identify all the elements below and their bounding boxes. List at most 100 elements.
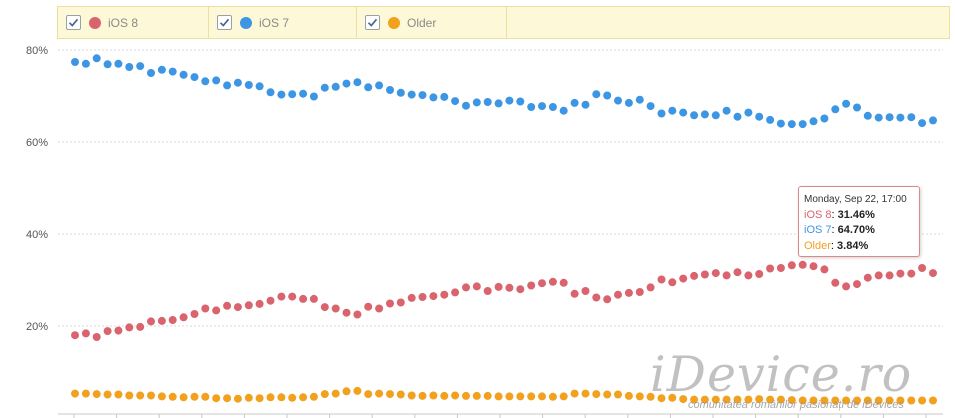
data-point <box>81 389 90 398</box>
data-point <box>603 91 612 100</box>
legend-bar: iOS 8 iOS 7 Older <box>57 6 950 39</box>
y-tick-label: 80% <box>26 45 48 57</box>
data-point <box>212 306 221 315</box>
data-point <box>147 69 155 77</box>
data-point <box>711 269 720 278</box>
data-point <box>831 105 840 114</box>
data-point <box>440 290 449 299</box>
data-point <box>918 264 927 272</box>
ios7-color-dot <box>240 16 252 29</box>
data-point <box>570 98 579 107</box>
data-point <box>853 396 861 405</box>
data-point <box>624 288 633 297</box>
data-point <box>331 304 340 313</box>
data-point <box>907 269 916 278</box>
y-tick-label: 40% <box>26 229 48 241</box>
data-point <box>244 81 253 89</box>
tooltip-row-ios7: iOS 7: 64.70% <box>804 224 875 236</box>
data-point <box>505 283 514 292</box>
data-point <box>874 271 883 280</box>
data-point <box>244 393 253 402</box>
data-point <box>690 111 699 120</box>
data-point <box>103 327 112 336</box>
data-point <box>766 395 775 404</box>
data-point <box>548 277 557 286</box>
watermark-logo: iDevice.ro <box>650 346 913 403</box>
data-point <box>299 294 308 303</box>
data-point <box>255 82 264 91</box>
data-point <box>386 390 394 399</box>
data-point <box>288 393 297 402</box>
data-point <box>288 90 297 99</box>
data-point <box>842 396 851 405</box>
data-point <box>668 106 677 115</box>
data-point <box>787 120 796 129</box>
tooltip-row-ios8: iOS 8: 31.46% <box>804 208 875 221</box>
data-point <box>114 326 123 335</box>
data-point <box>71 58 79 66</box>
checkmark-icon <box>68 18 79 27</box>
data-point <box>190 310 199 318</box>
data-point <box>342 308 351 317</box>
data-point <box>309 392 318 401</box>
data-point <box>92 333 101 341</box>
data-point <box>722 395 731 404</box>
data-point <box>516 285 525 294</box>
tooltip-row-older: Older: 3.84% <box>804 239 869 252</box>
data-point <box>462 283 470 292</box>
data-point <box>755 112 764 121</box>
legend-label-ios7: iOS 7 <box>259 15 290 30</box>
data-point <box>136 391 145 400</box>
data-point <box>353 386 362 395</box>
tooltip-title: Monday, Sep 22, 17:00 <box>804 194 907 205</box>
data-point <box>918 396 927 405</box>
legend-item-older[interactable]: Older <box>357 7 507 38</box>
data-point <box>266 88 275 97</box>
data-point <box>494 99 503 108</box>
data-point <box>863 273 872 282</box>
ios7-checkbox[interactable] <box>217 15 232 30</box>
data-point <box>842 99 851 108</box>
data-point <box>179 70 188 79</box>
data-point <box>722 271 731 280</box>
data-point <box>407 90 416 99</box>
data-point <box>538 102 546 111</box>
data-point <box>157 316 166 325</box>
data-point <box>776 264 785 272</box>
data-point <box>766 264 775 273</box>
data-point <box>733 395 742 404</box>
data-point <box>646 392 655 401</box>
data-point <box>787 396 796 405</box>
data-point <box>114 59 123 68</box>
data-point <box>690 271 699 280</box>
data-point <box>929 116 937 125</box>
data-point <box>874 396 883 405</box>
data-point <box>679 274 688 283</box>
ios8-checkbox[interactable] <box>66 15 81 30</box>
data-point <box>603 295 612 304</box>
data-point <box>157 65 166 74</box>
legend-item-ios8[interactable]: iOS 8 <box>58 7 209 38</box>
legend-item-ios7[interactable]: iOS 7 <box>209 7 357 38</box>
data-point <box>624 98 633 107</box>
y-tick-label: 60% <box>26 137 48 149</box>
data-point <box>809 117 818 126</box>
data-point <box>472 282 481 291</box>
tooltip-series-value: 31.46% <box>837 208 875 221</box>
data-point <box>766 115 775 124</box>
data-point <box>527 103 536 111</box>
data-point <box>548 392 557 401</box>
data-point <box>190 73 199 82</box>
data-point <box>299 89 308 98</box>
data-point <box>407 391 416 400</box>
data-point <box>592 90 601 99</box>
data-point <box>874 113 883 122</box>
data-point <box>429 391 438 400</box>
tooltip-series-value: 3.84% <box>837 239 869 252</box>
older-checkbox[interactable] <box>365 15 380 30</box>
data-point <box>907 113 916 122</box>
data-point <box>733 268 742 277</box>
data-point <box>331 389 340 398</box>
data-point <box>614 290 622 299</box>
